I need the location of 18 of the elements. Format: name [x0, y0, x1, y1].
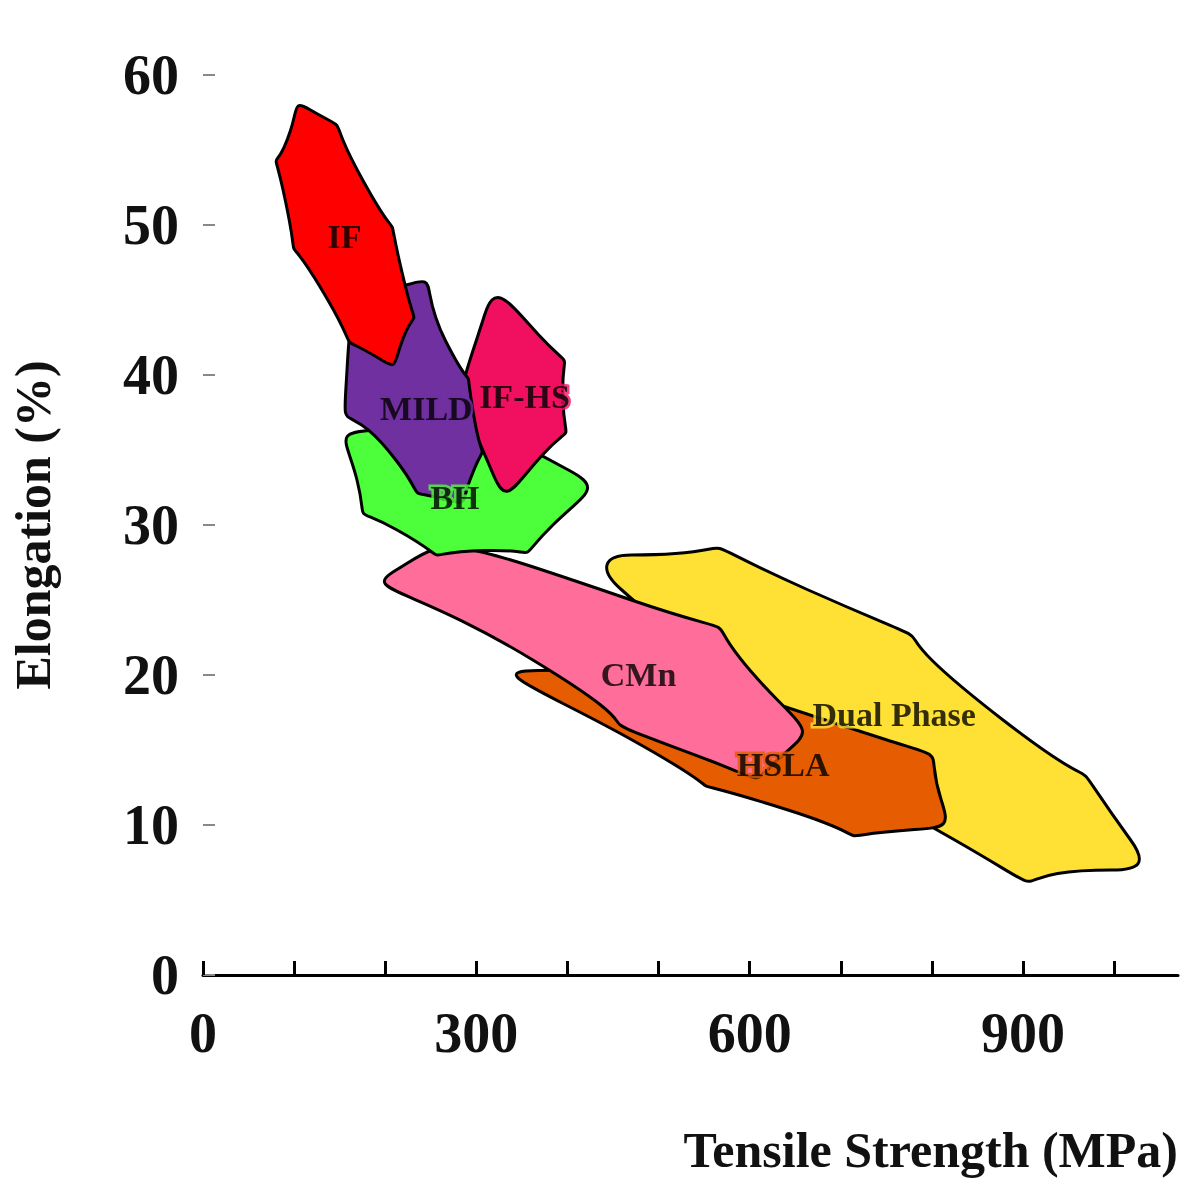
series-label: BH	[430, 479, 480, 516]
x-tick-label: 0	[189, 1002, 217, 1064]
y-tick-label: 20	[123, 644, 179, 706]
series-label: Dual Phase	[812, 696, 976, 734]
y-tick-label: 60	[123, 44, 179, 106]
x-axis-title: Tensile Strength (MPa)	[683, 1122, 1178, 1178]
series-label: MILD	[380, 389, 473, 427]
x-tick-label: 300	[434, 1002, 519, 1064]
y-tick-label: 40	[123, 344, 179, 406]
y-tick-label: 10	[123, 794, 179, 856]
x-tick-label: 900	[981, 1002, 1066, 1064]
series-label: IF	[327, 218, 362, 256]
y-axis-title: Elongation (%)	[5, 360, 61, 690]
y-tick-label: 0	[151, 944, 179, 1006]
y-tick-label: 30	[123, 494, 179, 556]
y-tick-label: 50	[123, 194, 179, 256]
series-label: CMn	[600, 655, 677, 693]
x-tick-label: 600	[707, 1002, 792, 1064]
